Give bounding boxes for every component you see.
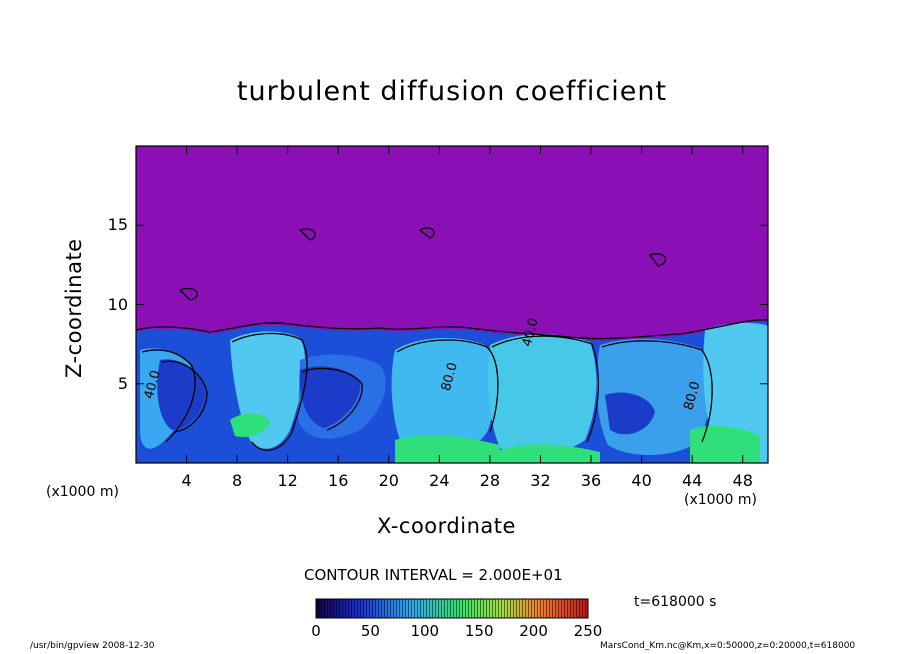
y-axis-label: Z-coordinate bbox=[62, 238, 86, 378]
contour-label: 40.0 bbox=[142, 369, 164, 401]
core-3 bbox=[605, 392, 655, 435]
colorbar-tick-label: 0 bbox=[311, 622, 321, 640]
x-tick-label: 8 bbox=[232, 471, 243, 490]
x-unit-label-right: (x1000 m) bbox=[684, 492, 757, 508]
colorbar-tick-label: 250 bbox=[573, 622, 603, 640]
x-tick-label: 28 bbox=[479, 471, 501, 490]
heatmap-field bbox=[136, 146, 768, 463]
contour-interval-label: CONTOUR INTERVAL = 2.000E+01 bbox=[304, 566, 563, 584]
x-tick-label: 16 bbox=[328, 471, 349, 490]
core-2 bbox=[157, 359, 205, 430]
colorbar-stripes bbox=[316, 599, 588, 618]
core-1 bbox=[299, 366, 361, 428]
colorbar-tick-label: 50 bbox=[360, 622, 380, 640]
time-label: t=618000 s bbox=[634, 594, 717, 610]
colorbar-frame bbox=[315, 598, 589, 619]
x-tick-label: 44 bbox=[681, 471, 703, 490]
blob-5 bbox=[488, 334, 597, 456]
contour-labels: 40.0 80.0 40.0 80.0 bbox=[142, 316, 704, 411]
blob-4 bbox=[391, 338, 496, 455]
chart-title: turbulent diffusion coefficient bbox=[236, 76, 668, 107]
colorbar-tick-label: 100 bbox=[410, 622, 440, 640]
x-axis-label: X-coordinate bbox=[377, 514, 516, 538]
contour-label: 40.0 bbox=[520, 316, 542, 348]
x-unit-label-left: (x1000 m) bbox=[46, 484, 119, 500]
green-1 bbox=[395, 435, 500, 463]
y-tick-marks bbox=[136, 224, 768, 385]
footer-left: /usr/bin/gpview 2008-12-30 bbox=[30, 641, 155, 651]
footer-right: MarsCond_Km.nc@Km,x=0:50000,z=0:20000,t=… bbox=[600, 641, 856, 651]
green-2 bbox=[500, 444, 600, 463]
contour-lines bbox=[136, 227, 768, 451]
x-tick-label: 20 bbox=[378, 471, 399, 490]
y-tick-label: 5 bbox=[117, 373, 128, 393]
x-tick-label: 24 bbox=[429, 471, 450, 490]
colorbar-tick-label: 200 bbox=[519, 622, 548, 640]
y-tick-label: 15 bbox=[107, 215, 128, 235]
contour-label: 80.0 bbox=[682, 380, 704, 412]
contour-label: 80.0 bbox=[439, 361, 461, 393]
x-tick-label: 36 bbox=[580, 471, 602, 490]
y-tick-label: 10 bbox=[107, 294, 128, 314]
x-tick-label: 12 bbox=[277, 471, 298, 490]
x-tick-label: 4 bbox=[181, 471, 192, 490]
colorbar-tick-label: 150 bbox=[464, 622, 494, 640]
x-tick-marks bbox=[186, 146, 744, 463]
green-4 bbox=[690, 425, 760, 463]
x-tick-label: 32 bbox=[530, 471, 551, 490]
x-tick-label: 48 bbox=[732, 471, 753, 490]
green-3 bbox=[230, 413, 270, 438]
x-tick-label: 40 bbox=[631, 471, 652, 490]
